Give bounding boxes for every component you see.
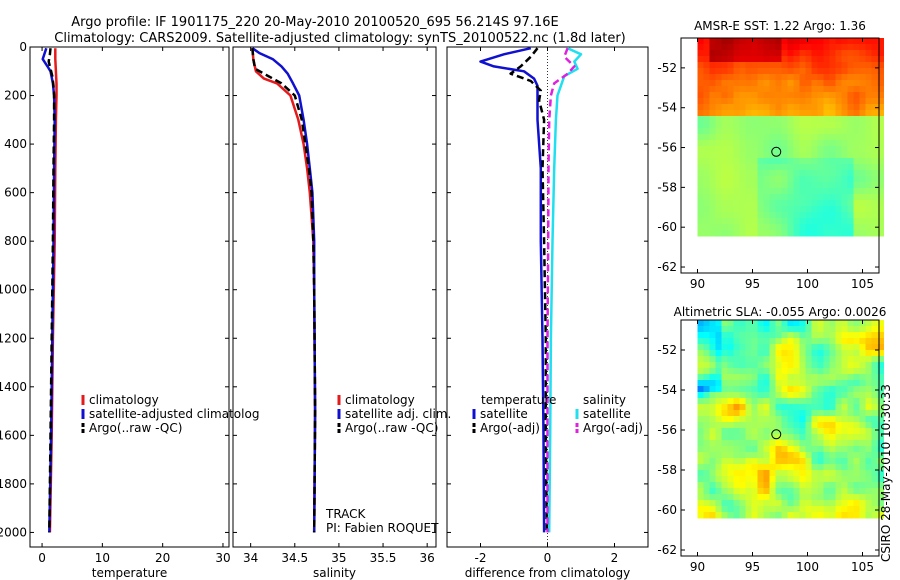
salinity-xtick-label: 34.5 [281, 551, 308, 565]
salinity-panel: 34 34.5 35 35.5 36 salinity climatologysatelli… [232, 46, 451, 580]
sla_map-ytick-label: -62 [657, 543, 677, 557]
sst_map-xtick-label: 90 [690, 277, 705, 291]
temperature-ytick-label: 400 [4, 137, 27, 151]
sst_map-ytick-label: -60 [657, 220, 677, 234]
difference-series-temperature-satellite [479, 46, 546, 533]
sst_map-xtick-label: 105 [851, 277, 874, 291]
difference-xtick-label: 0 [544, 551, 552, 565]
temperature-ytick-label: 1000 [0, 283, 27, 297]
difference-legend-header-salinity: salinity [583, 393, 626, 407]
difference-legend-temp-satellite-label: satellite [480, 407, 528, 421]
temperature-ytick-label: 200 [4, 89, 27, 103]
sst-map-panel: AMSR-E SST: 1.22 Argo: 1.36 90 95 100 105 -52… [657, 19, 884, 291]
temperature-xtick-label: 0 [38, 551, 46, 565]
sla_map-xtick-label: 90 [690, 560, 705, 574]
difference-legend: temperature salinitysatelliteArgo(-adj)sa… [472, 393, 643, 435]
salinity-series-satellite-adj-clim- [251, 47, 317, 533]
sla_map-xtick-label: 105 [851, 560, 874, 574]
sla_map-argo-marker [771, 429, 782, 440]
sla_map-ytick-label: -56 [657, 423, 677, 437]
temperature-ytick-label: 2000 [0, 525, 27, 539]
salinity-legend-climatology-label: climatology [345, 393, 415, 407]
salinity-axes-frame [232, 46, 437, 548]
temperature-xtick-label: 20 [155, 551, 170, 565]
salinity-xtick-label: 36 [420, 551, 435, 565]
sst_map-xtick-label: 100 [796, 277, 819, 291]
sst_map-axes-frame [680, 37, 880, 274]
salinity-legend-satellite-label: satellite adj. clim. [345, 407, 451, 421]
difference-xtick-label: 2 [611, 551, 619, 565]
difference-legend-temp-argo-label: Argo(-adj) [480, 421, 540, 435]
temperature-ytick-label: 1600 [0, 428, 27, 442]
temperature-xlabel: temperature [92, 566, 167, 580]
figure-title-line2: Climatology: CARS2009. Satellite-adjuste… [54, 31, 626, 46]
sst_map-ytick-label: -54 [657, 101, 677, 115]
temperature-xtick-label: 10 [95, 551, 110, 565]
temperature-series-argo-raw-qc- [47, 48, 56, 533]
sla_map-ytick-label: -52 [657, 343, 677, 357]
sla_map-heatmap [697, 320, 884, 519]
sla_map-xtick-label: 95 [745, 560, 760, 574]
salinity-xtick-label: 35 [331, 551, 346, 565]
figure-title-line1: Argo profile: IF 1901175_220 20-May-2010… [71, 15, 558, 30]
difference-legend-sal-argo-label: Argo(-adj) [583, 421, 643, 435]
temperature-ytick-label: 800 [4, 234, 27, 248]
temperature-xtick-label: 30 [215, 551, 230, 565]
sst_map-ytick-label: -52 [657, 61, 677, 75]
sla-map-panel: Altimetric SLA: -0.055 Argo: 0.0026 90 95 1… [657, 305, 886, 574]
difference-legend-sal-satellite-label: satellite [583, 407, 631, 421]
salinity-xtick-label: 34 [243, 551, 258, 565]
difference-series-salinity-argo-adj- [546, 47, 576, 533]
sla_map-ytick-label: -60 [657, 503, 677, 517]
sst_map-argo-marker [771, 146, 782, 157]
salinity-xlabel: salinity [313, 566, 356, 580]
footer-timestamp: CSIRO 28-May-2010 10:30:33 [879, 384, 893, 562]
temperature-ytick-label: 1200 [0, 331, 27, 345]
sla_map-xtick-label: 100 [796, 560, 819, 574]
salinity-annotation-pi: PI: Fabien ROQUET [326, 521, 439, 535]
temperature-ytick-label: 600 [4, 186, 27, 200]
salinity-xtick-label: 35.5 [370, 551, 397, 565]
sla_map-ytick-label: -58 [657, 463, 677, 477]
sst_map-heatmap [697, 38, 884, 237]
temperature-ytick-label: 0 [19, 40, 27, 54]
sst_map-xtick-label: 95 [745, 277, 760, 291]
salinity-legend-argo-label: Argo(..raw -QC) [345, 421, 438, 435]
sla_map-ytick-label: -54 [657, 383, 677, 397]
difference-xlabel: difference from climatology [465, 566, 631, 580]
sst_map-ytick-label: -62 [657, 260, 677, 274]
sst_map-ytick-label: -58 [657, 180, 677, 194]
temperature-ytick-label: 1400 [0, 380, 27, 394]
sst_map-ytick-label: -56 [657, 141, 677, 155]
sla_map-title: Altimetric SLA: -0.055 Argo: 0.0026 [674, 305, 887, 319]
difference-series-temperature-argo-adj- [509, 47, 549, 533]
difference-xtick-label: -2 [475, 551, 487, 565]
temperature-panel: 0 10 20 30 0 200 400 600 800 1000 1200 1400 1600 1800… [0, 40, 259, 580]
temperature-legend-satellite-label: satellite-adjusted climatolog [89, 407, 259, 421]
temperature-ytick-label: 1800 [0, 477, 27, 491]
difference-series-salinity-satellite [547, 47, 583, 533]
sla_map-axes-frame [680, 319, 880, 557]
temperature-legend-climatology-label: climatology [89, 393, 159, 407]
salinity-annotation-track: TRACK [325, 507, 367, 521]
difference-legend-header-temperature: temperature [481, 393, 556, 407]
sst_map-title: AMSR-E SST: 1.22 Argo: 1.36 [694, 19, 866, 33]
temperature-axes-frame [29, 46, 230, 548]
temperature-legend-argo-label: Argo(..raw -QC) [89, 421, 182, 435]
salinity-series-climatology [251, 48, 317, 533]
salinity-series-argo-raw-qc- [251, 48, 317, 533]
